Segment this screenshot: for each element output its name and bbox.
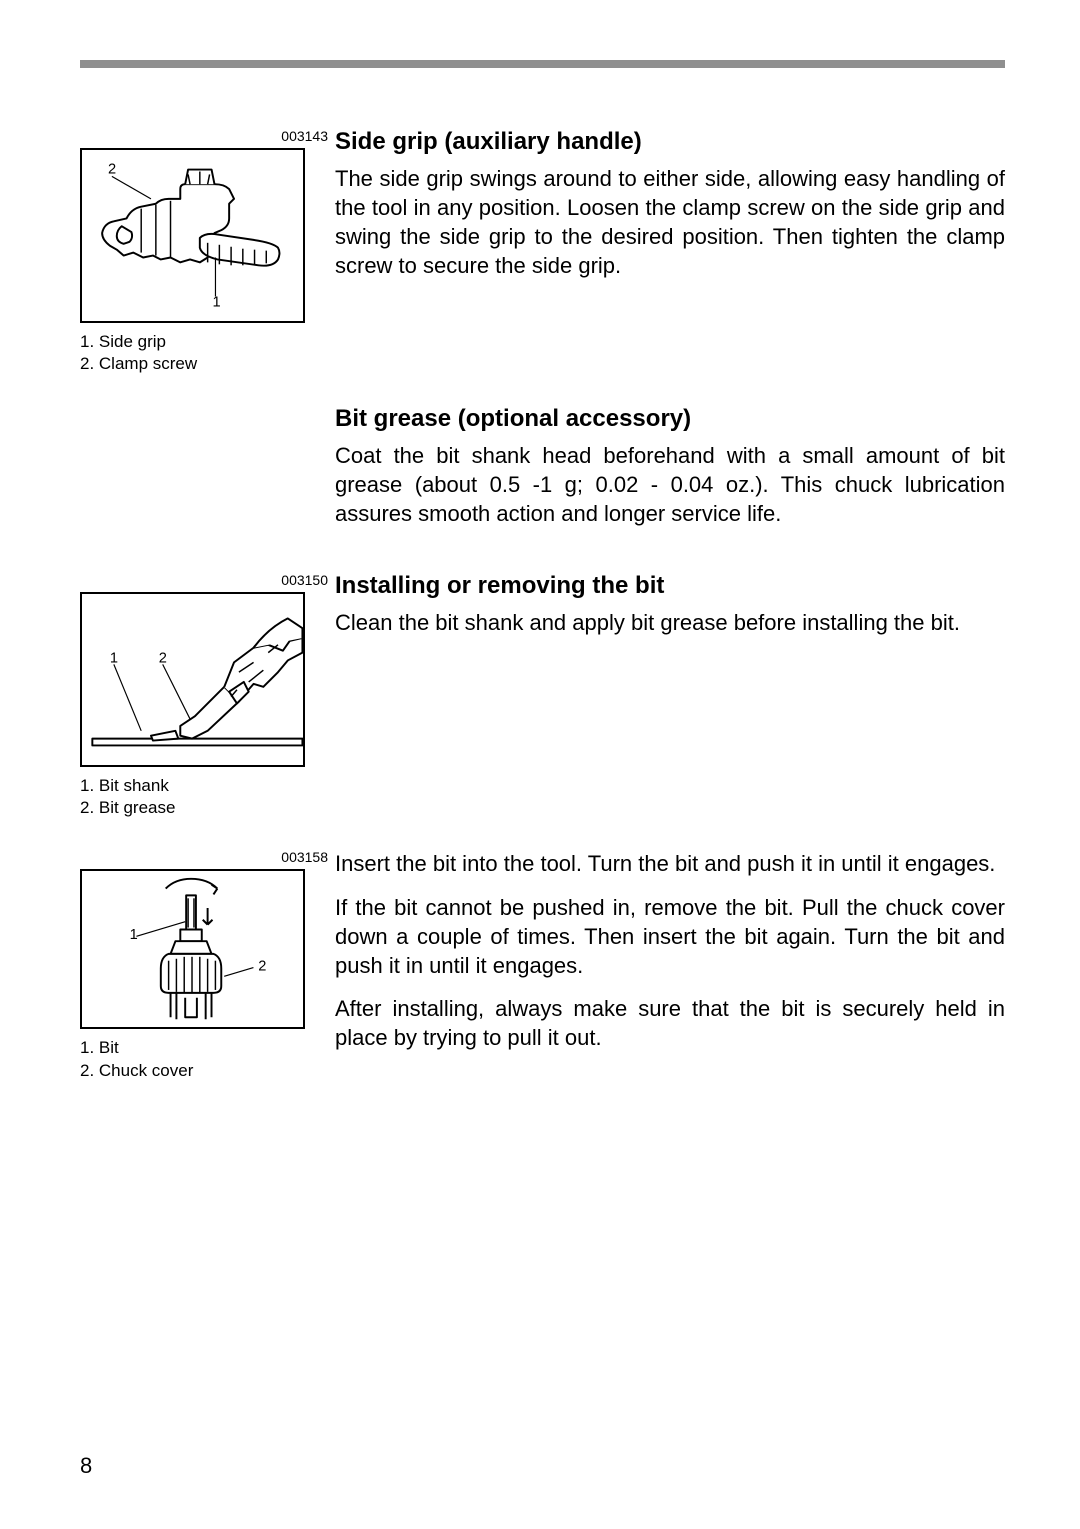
figure-column: 003158121. Bit2. Chuck cover bbox=[80, 849, 330, 1081]
svg-text:1: 1 bbox=[130, 928, 138, 944]
body-paragraph: After installing, always make sure that … bbox=[335, 994, 1005, 1052]
svg-text:2: 2 bbox=[159, 651, 167, 667]
figure-legend: 1. Bit2. Chuck cover bbox=[80, 1037, 330, 1081]
figure-legend-item: 1. Bit bbox=[80, 1037, 330, 1059]
figure-legend-item: 2. Clamp screw bbox=[80, 353, 330, 375]
page: 003143211. Side grip2. Clamp screwSide g… bbox=[0, 0, 1080, 1529]
body-paragraph: The side grip swings around to either si… bbox=[335, 164, 1005, 280]
svg-text:1: 1 bbox=[213, 294, 221, 310]
text-column: Bit grease (optional accessory) Coat the … bbox=[330, 405, 1005, 542]
body-paragraph: Clean the bit shank and apply bit grease… bbox=[335, 608, 1005, 637]
figure-code: 003143 bbox=[80, 128, 330, 144]
figure-code: 003158 bbox=[80, 849, 330, 865]
figure-legend-item: 1. Side grip bbox=[80, 331, 330, 353]
svg-text:2: 2 bbox=[258, 959, 266, 975]
figure-legend: 1. Side grip2. Clamp screw bbox=[80, 331, 330, 375]
text-column: Insert the bit into the tool. Turn the b… bbox=[330, 849, 1005, 1081]
figure-legend: 1. Bit shank2. Bit grease bbox=[80, 775, 330, 819]
section-heading: Side grip (auxiliary handle) bbox=[335, 128, 1005, 156]
svg-text:2: 2 bbox=[108, 161, 116, 177]
svg-text:1: 1 bbox=[110, 651, 118, 667]
section-heading: Bit grease (optional accessory) bbox=[335, 405, 1005, 433]
section-heading: Installing or removing the bit bbox=[335, 572, 1005, 600]
body-paragraph: If the bit cannot be pushed in, remove t… bbox=[335, 893, 1005, 980]
figure-column: 003143211. Side grip2. Clamp screw bbox=[80, 128, 330, 375]
figure-column bbox=[80, 405, 330, 542]
section-row: 003158121. Bit2. Chuck coverInsert the b… bbox=[80, 849, 1005, 1081]
section-row: Bit grease (optional accessory) Coat the … bbox=[80, 405, 1005, 542]
figure-code: 003150 bbox=[80, 572, 330, 588]
text-column: Side grip (auxiliary handle) The side gri… bbox=[330, 128, 1005, 375]
figure-legend-item: 2. Chuck cover bbox=[80, 1060, 330, 1082]
figure-column: 003150121. Bit shank2. Bit grease bbox=[80, 572, 330, 819]
figure-legend-item: 1. Bit shank bbox=[80, 775, 330, 797]
text-column: Installing or removing the bit Clean the … bbox=[330, 572, 1005, 819]
figure-box: 21 bbox=[80, 148, 305, 323]
top-rule bbox=[80, 60, 1005, 68]
figure-box: 12 bbox=[80, 869, 305, 1029]
figure-box: 12 bbox=[80, 592, 305, 767]
section-row: 003143211. Side grip2. Clamp screwSide g… bbox=[80, 128, 1005, 375]
body-paragraph: Coat the bit shank head beforehand with … bbox=[335, 441, 1005, 528]
body-paragraph: Insert the bit into the tool. Turn the b… bbox=[335, 849, 1005, 878]
figure-legend-item: 2. Bit grease bbox=[80, 797, 330, 819]
page-number: 8 bbox=[80, 1453, 92, 1479]
section-row: 003150121. Bit shank2. Bit greaseInstall… bbox=[80, 572, 1005, 819]
